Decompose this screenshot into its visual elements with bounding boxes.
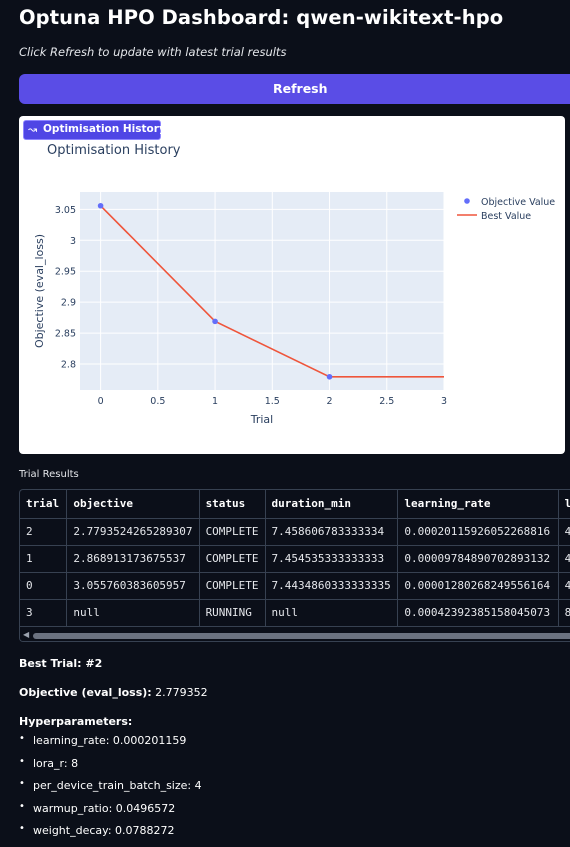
plot-area (80, 192, 444, 390)
hyperparameter-text: per_device_train_batch_size: 4 (33, 779, 202, 792)
best-trial-label: Best Trial: #2 (19, 657, 103, 670)
hyperparameter-item: • lora_r: 8 (19, 755, 202, 780)
table-cell: null (265, 599, 399, 627)
table-cell: 0.00042392385158045073 (397, 599, 559, 627)
optimisation-history-chart[interactable]: Optimisation History 0 0.5 1 1.5 2 2.5 3 2.8 2.85… (19, 116, 565, 454)
objective-value-point[interactable] (212, 318, 218, 325)
x-tick-label: 0 (98, 396, 104, 407)
objective-value-point[interactable] (326, 373, 333, 380)
line-chart-icon: ↝ (28, 123, 38, 136)
column-header-duration_min[interactable]: duration_min (265, 490, 399, 519)
table-row[interactable]: 1 2.868913173675537 COMPLETE 7.454535333333… (20, 545, 570, 573)
table-cell: 7.454535333333333 (265, 545, 399, 573)
best-objective-value: 2.779352 (151, 686, 208, 699)
column-header-extra[interactable]: l (558, 490, 570, 519)
x-tick-label: 1 (212, 396, 218, 407)
x-axis-label: Trial (250, 413, 273, 426)
page-subtitle: Click Refresh to update with latest tria… (19, 45, 287, 59)
table-cell: 2.7793524265289307 (66, 518, 200, 546)
hyperparameter-item: • per_device_train_batch_size: 4 (19, 778, 202, 802)
table-cell: RUNNING (199, 599, 266, 627)
y-tick-label: 3.05 (55, 205, 76, 216)
scroll-left-icon[interactable]: ◀ (23, 630, 30, 639)
table-cell: 0.00009784890702893132 (397, 545, 559, 573)
trial-results-label: Trial Results (19, 469, 79, 480)
x-tick-label: 2 (327, 396, 333, 407)
table-cell: COMPLETE (199, 572, 266, 600)
table-cell: 8 (558, 599, 570, 627)
y-tick-label: 2.85 (55, 329, 76, 340)
table-cell: 4 (558, 572, 570, 600)
column-header-trial[interactable]: trial (20, 490, 68, 519)
hyperparameter-item: • warmup_ratio: 0.0496572 (19, 800, 202, 825)
x-tick-label: 3 (441, 396, 447, 407)
table-cell: 3 (20, 599, 68, 627)
table-cell: 0 (20, 572, 68, 600)
column-header-learning_rate[interactable]: learning_rate (397, 490, 559, 519)
column-header-objective[interactable]: objective (66, 490, 200, 519)
hyperparameters-list: • learning_rate: 0.000201159 • lora_r: 8 • pe… (19, 733, 202, 847)
y-tick-label: 2.8 (61, 360, 76, 371)
bullet-icon: • (19, 778, 25, 789)
table-cell: COMPLETE (199, 545, 266, 573)
y-tick-label: 2.9 (61, 298, 76, 309)
y-axis-label: Objective (eval_loss) (33, 234, 46, 348)
x-tick-label: 1.5 (265, 396, 280, 407)
table-cell: 0.00001280268249556164 (397, 572, 559, 600)
table-cell: 2.868913173675537 (66, 545, 200, 573)
best-objective: Objective (eval_loss): 2.779352 (19, 686, 208, 699)
plot-badge-label: Optimisation History (43, 123, 166, 135)
best-objective-label: Objective (eval_loss): (19, 686, 152, 699)
x-tick-label: 0.5 (150, 396, 165, 407)
table-row[interactable]: 2 2.7793524265289307 COMPLETE 7.45860678333… (20, 518, 570, 546)
table-cell: 7.4434860333333335 (265, 572, 399, 600)
bullet-icon: • (19, 800, 25, 812)
bullet-icon: • (19, 755, 25, 767)
refresh-button-label: Refresh (273, 81, 328, 96)
legend-label: Best Value (481, 211, 531, 222)
table-cell: 0.00020115926052268816 (397, 518, 559, 546)
table-cell: 4 (558, 518, 570, 546)
table-cell: COMPLETE (199, 518, 266, 546)
chart-title: Optimisation History (47, 143, 181, 158)
column-header-status[interactable]: status (199, 490, 266, 519)
hyperparameter-text: weight_decay: 0.0788272 (33, 824, 175, 837)
table-cell: 2 (20, 518, 68, 546)
best-value-line[interactable] (100, 205, 444, 378)
table-cell: null (66, 599, 200, 627)
table-cell: 4 (558, 545, 570, 573)
hyperparameter-text: warmup_ratio: 0.0496572 (33, 801, 176, 815)
legend-marker[interactable] (464, 198, 470, 204)
bullet-icon: • (19, 733, 25, 744)
table-cell: 1 (20, 545, 68, 573)
page-title: Optuna HPO Dashboard: qwen-wikitext-hpo (19, 6, 504, 29)
horizontal-scrollbar[interactable]: ◀ (20, 630, 570, 641)
hyperparameter-text: learning_rate: 0.000201159 (33, 734, 187, 747)
table-cell: 3.055760383605957 (66, 572, 200, 600)
trial-results-table[interactable]: trial objective status duration_min learning… (19, 489, 570, 642)
legend-label: Objective Value (481, 197, 555, 208)
refresh-button[interactable]: Refresh (19, 74, 570, 104)
table-row[interactable]: 0 3.055760383605957 COMPLETE 7.443486033333… (20, 572, 570, 600)
hyperparameter-item: • weight_decay: 0.0788272 (19, 823, 202, 847)
plot-badge: ↝ Optimisation History (23, 120, 166, 140)
objective-value-point[interactable] (97, 202, 104, 209)
hyperparameter-text: lora_r: 8 (33, 756, 79, 770)
x-tick-label: 2.5 (379, 396, 394, 407)
scrollbar-thumb[interactable] (33, 633, 570, 639)
hyperparameter-item: • learning_rate: 0.000201159 (19, 733, 202, 757)
y-tick-label: 2.95 (55, 267, 76, 278)
table-cell: 7.458606783333334 (265, 518, 399, 546)
hyperparameters-label: Hyperparameters: (19, 715, 133, 728)
y-tick-label: 3 (70, 236, 76, 247)
plot-card: Optimisation History 0 0.5 1 1.5 2 2.5 3 2.8 2.85… (19, 116, 565, 454)
bullet-icon: • (19, 823, 25, 834)
